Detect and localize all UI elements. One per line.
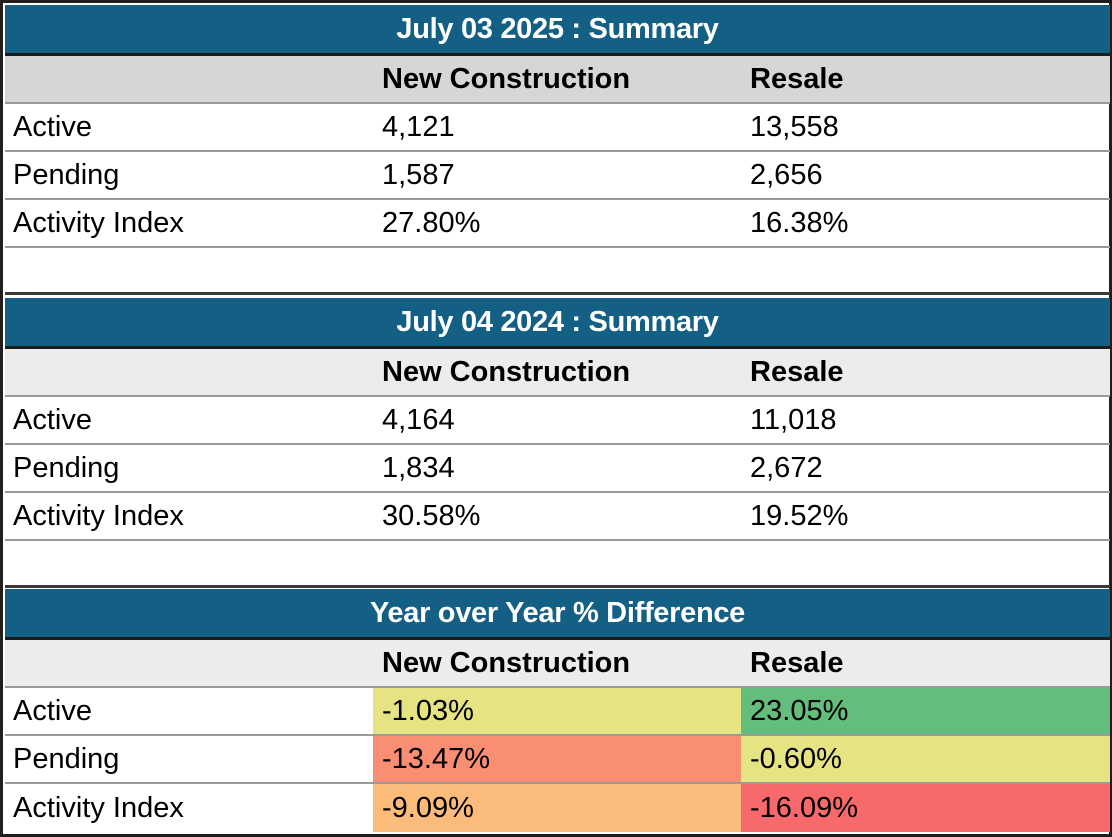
table-row-activity-index: Activity Index 30.58% 19.52% xyxy=(5,493,1110,541)
row-label: Pending xyxy=(13,451,120,484)
header-label xyxy=(5,640,373,686)
row-label: Active xyxy=(13,694,92,727)
row-label: Activity Index xyxy=(13,206,184,239)
cell-new-construction: -9.09% xyxy=(373,784,741,832)
cell-new-construction: 1,587 xyxy=(382,158,455,191)
cell-new-construction: 27.80% xyxy=(382,206,481,239)
header-new-construction: New Construction xyxy=(382,646,631,679)
row-label: Pending xyxy=(13,158,120,191)
column-header-row: New Construction Resale xyxy=(5,640,1110,688)
row-label: Pending xyxy=(13,742,120,775)
cell-new-construction: -13.47% xyxy=(373,736,741,782)
cell-resale: 19.52% xyxy=(750,499,849,532)
section-title-bar: July 03 2025 : Summary xyxy=(5,5,1110,56)
blank-spacer-row xyxy=(5,248,1110,295)
cell-new-construction: -1.03% xyxy=(373,688,741,734)
header-new-construction: New Construction xyxy=(382,62,631,95)
section-2025-summary: July 03 2025 : Summary New Construction … xyxy=(5,5,1110,295)
cell-resale: -16.09% xyxy=(741,784,1110,832)
cell-resale: -0.60% xyxy=(741,736,1110,782)
cell-resale: 11,018 xyxy=(750,403,837,436)
section-yoy-difference: Year over Year % Difference New Construc… xyxy=(5,589,1110,832)
table-row-pending: Pending 1,834 2,672 xyxy=(5,445,1110,493)
header-resale: Resale xyxy=(750,355,844,388)
cell-resale: 2,672 xyxy=(750,451,823,484)
table-row-pending: Pending 1,587 2,656 xyxy=(5,152,1110,200)
table-row-active: Active 4,164 11,018 xyxy=(5,397,1110,445)
section-title: Year over Year % Difference xyxy=(369,596,746,629)
section-title-bar: July 04 2024 : Summary xyxy=(5,298,1110,349)
table-row-active: Active -1.03% 23.05% xyxy=(5,688,1110,736)
row-label: Active xyxy=(13,110,92,143)
cell-new-construction: 4,164 xyxy=(382,403,455,436)
section-title: July 03 2025 : Summary xyxy=(396,12,719,45)
section-2024-summary: July 04 2024 : Summary New Construction … xyxy=(5,298,1110,588)
table-row-activity-index: Activity Index -9.09% -16.09% xyxy=(5,784,1110,832)
row-label: Activity Index xyxy=(13,499,184,532)
header-resale: Resale xyxy=(750,62,844,95)
header-new-construction: New Construction xyxy=(382,355,631,388)
cell-resale: 2,656 xyxy=(750,158,823,191)
cell-new-construction: 30.58% xyxy=(382,499,481,532)
cell-resale: 13,558 xyxy=(750,110,839,143)
section-title: July 04 2024 : Summary xyxy=(396,305,719,338)
row-label: Activity Index xyxy=(13,791,184,824)
cell-resale: 23.05% xyxy=(741,688,1110,734)
header-label xyxy=(5,349,373,395)
cell-resale: 16.38% xyxy=(750,206,849,239)
section-title-bar: Year over Year % Difference xyxy=(5,589,1110,640)
cell-new-construction: 1,834 xyxy=(382,451,455,484)
table-row-pending: Pending -13.47% -0.60% xyxy=(5,736,1110,784)
column-header-row: New Construction Resale xyxy=(5,56,1110,104)
column-header-row: New Construction Resale xyxy=(5,349,1110,397)
header-label xyxy=(5,56,373,102)
blank-spacer-row xyxy=(5,541,1110,588)
table-row-activity-index: Activity Index 27.80% 16.38% xyxy=(5,200,1110,248)
header-resale: Resale xyxy=(750,646,844,679)
table-row-active: Active 4,121 13,558 xyxy=(5,104,1110,152)
row-label: Active xyxy=(13,403,92,436)
cell-new-construction: 4,121 xyxy=(382,110,455,143)
